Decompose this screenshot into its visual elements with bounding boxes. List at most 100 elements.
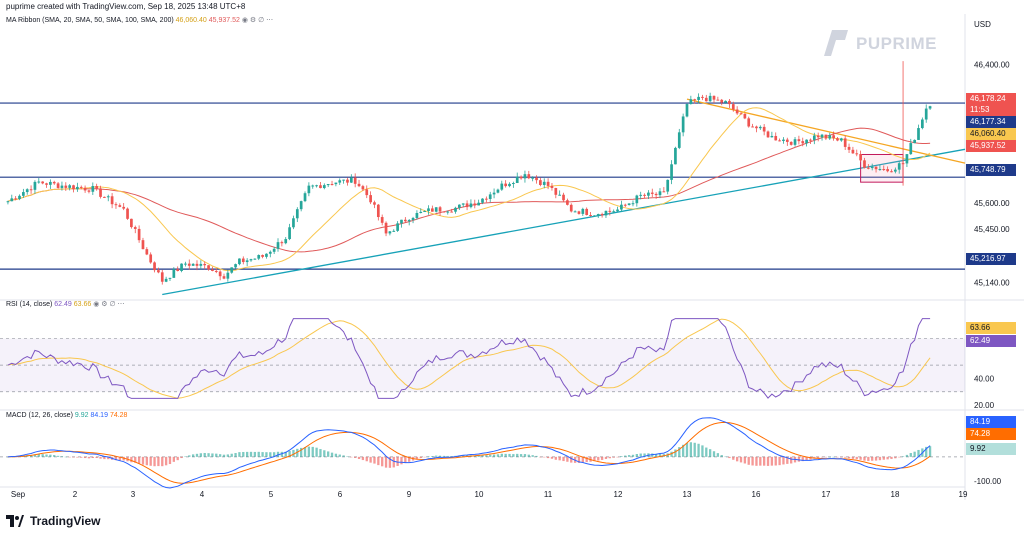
macd-histogram-bar bbox=[245, 451, 249, 457]
macd-histogram-bar bbox=[176, 456, 179, 461]
candle-body bbox=[704, 97, 708, 102]
candle-body bbox=[735, 109, 739, 114]
macd-histogram-bar bbox=[33, 454, 37, 457]
macd-histogram-bar bbox=[844, 456, 847, 458]
candle-body bbox=[535, 177, 538, 181]
candle-body bbox=[423, 211, 426, 213]
macd-histogram-bar bbox=[763, 456, 766, 466]
macd-histogram-bar bbox=[107, 456, 110, 460]
candle-body bbox=[133, 227, 137, 229]
macd-histogram-bar bbox=[80, 456, 83, 458]
settings-icon[interactable]: ◉ ⚙ ∅ ⋯ bbox=[93, 301, 125, 308]
candle-body bbox=[253, 258, 257, 260]
macd-histogram-bar bbox=[242, 451, 245, 457]
candle-body bbox=[238, 258, 241, 265]
macd-histogram-bar bbox=[917, 449, 920, 457]
macd-histogram-bar bbox=[161, 456, 164, 467]
macd-legend[interactable]: MACD (12, 26, close) 9.92 84.19 74.28 bbox=[6, 412, 127, 419]
candle-body bbox=[866, 167, 870, 169]
macd-histogram-bar bbox=[149, 456, 152, 466]
macd-histogram-bar bbox=[72, 456, 75, 458]
macd-histogram-bar bbox=[226, 454, 230, 457]
candle-body bbox=[573, 211, 577, 213]
candle-body bbox=[762, 126, 766, 132]
macd-histogram-bar bbox=[431, 456, 434, 457]
candle-body bbox=[701, 96, 704, 98]
rsi-signal-badge: 63.66 bbox=[966, 322, 1016, 334]
candle-body bbox=[14, 198, 17, 200]
candle-body bbox=[566, 200, 569, 205]
candle-body bbox=[921, 119, 924, 129]
macd-histogram-bar bbox=[284, 451, 287, 457]
candle-body bbox=[83, 187, 87, 191]
candle-body bbox=[662, 191, 666, 193]
candle-body bbox=[33, 181, 37, 190]
candle-body bbox=[527, 174, 531, 179]
candle-body bbox=[265, 253, 268, 257]
candle-body bbox=[465, 203, 469, 208]
countdown-badge: 11:53 bbox=[966, 104, 1016, 116]
candle-body bbox=[519, 176, 523, 179]
macd-histogram-bar bbox=[419, 456, 422, 459]
candle-body bbox=[562, 194, 565, 201]
macd-histogram-bar bbox=[604, 456, 608, 459]
candle-body bbox=[832, 135, 835, 139]
macd-histogram-bar bbox=[581, 456, 584, 463]
candle-body bbox=[585, 208, 589, 216]
rsi-legend[interactable]: RSI (14, close) 62.49 63.66 ◉ ⚙ ∅ ⋯ bbox=[6, 300, 125, 308]
macd-histogram-bar bbox=[99, 456, 102, 459]
candle-body bbox=[76, 186, 79, 190]
macd-histogram-bar bbox=[396, 456, 399, 466]
macd-histogram-bar bbox=[898, 456, 901, 458]
candle-body bbox=[897, 163, 901, 170]
candle-body bbox=[674, 147, 677, 165]
ma-ribbon-legend[interactable]: MA Ribbon (SMA, 20, SMA, 50, SMA, 100, S… bbox=[6, 16, 273, 24]
candle-body bbox=[596, 214, 600, 216]
macd-histogram-bar bbox=[319, 449, 322, 457]
macd-histogram-bar bbox=[840, 456, 843, 458]
macd-histogram-bar bbox=[381, 456, 384, 467]
eye-icon[interactable]: ◉ ⚙ ∅ ⋯ bbox=[241, 17, 274, 24]
candle-body bbox=[79, 186, 83, 188]
candle-body bbox=[488, 194, 492, 200]
candle-body bbox=[774, 135, 778, 141]
macd-histogram-bar bbox=[462, 455, 465, 457]
macd-histogram-bar bbox=[489, 454, 492, 457]
candle-body bbox=[654, 193, 658, 196]
macd-histogram-bar bbox=[215, 453, 218, 457]
candle-body bbox=[357, 183, 361, 187]
macd-histogram-bar bbox=[103, 456, 106, 460]
macd-histogram-bar bbox=[612, 456, 615, 458]
macd-histogram-bar bbox=[670, 451, 673, 457]
macd-histogram-bar bbox=[427, 456, 430, 457]
time-tick-label: 18 bbox=[891, 490, 900, 499]
macd-histogram-bar bbox=[751, 456, 754, 466]
price-tick-label: 45,600.00 bbox=[974, 199, 1010, 208]
macd-histogram-bar bbox=[164, 456, 168, 466]
macd-signal-line bbox=[7, 422, 931, 484]
macd-histogram-bar bbox=[705, 447, 708, 457]
time-tick-label: 16 bbox=[752, 490, 761, 499]
candle-body bbox=[554, 187, 558, 195]
candle-body bbox=[257, 255, 261, 259]
candle-body bbox=[168, 277, 172, 279]
macd-histogram-bar bbox=[265, 452, 268, 457]
macd-histogram-bar bbox=[519, 454, 523, 457]
tradingview-footer[interactable]: TradingView bbox=[6, 514, 100, 528]
macd-histogram-bar bbox=[774, 456, 777, 466]
candle-body bbox=[137, 228, 141, 241]
macd-histogram-bar bbox=[238, 452, 241, 457]
macd-histogram-bar bbox=[60, 456, 64, 457]
candle-body bbox=[60, 185, 64, 188]
macd-histogram-bar bbox=[481, 455, 484, 457]
macd-histogram-bar bbox=[643, 453, 646, 457]
candle-body bbox=[126, 208, 129, 219]
candle-body bbox=[820, 134, 824, 138]
candle-body bbox=[407, 220, 411, 222]
time-tick-label: 2 bbox=[73, 490, 78, 499]
macd-histogram-bar bbox=[157, 456, 160, 467]
candle-body bbox=[91, 186, 95, 192]
candle-body bbox=[620, 204, 623, 210]
macd-histogram-bar bbox=[901, 456, 905, 457]
